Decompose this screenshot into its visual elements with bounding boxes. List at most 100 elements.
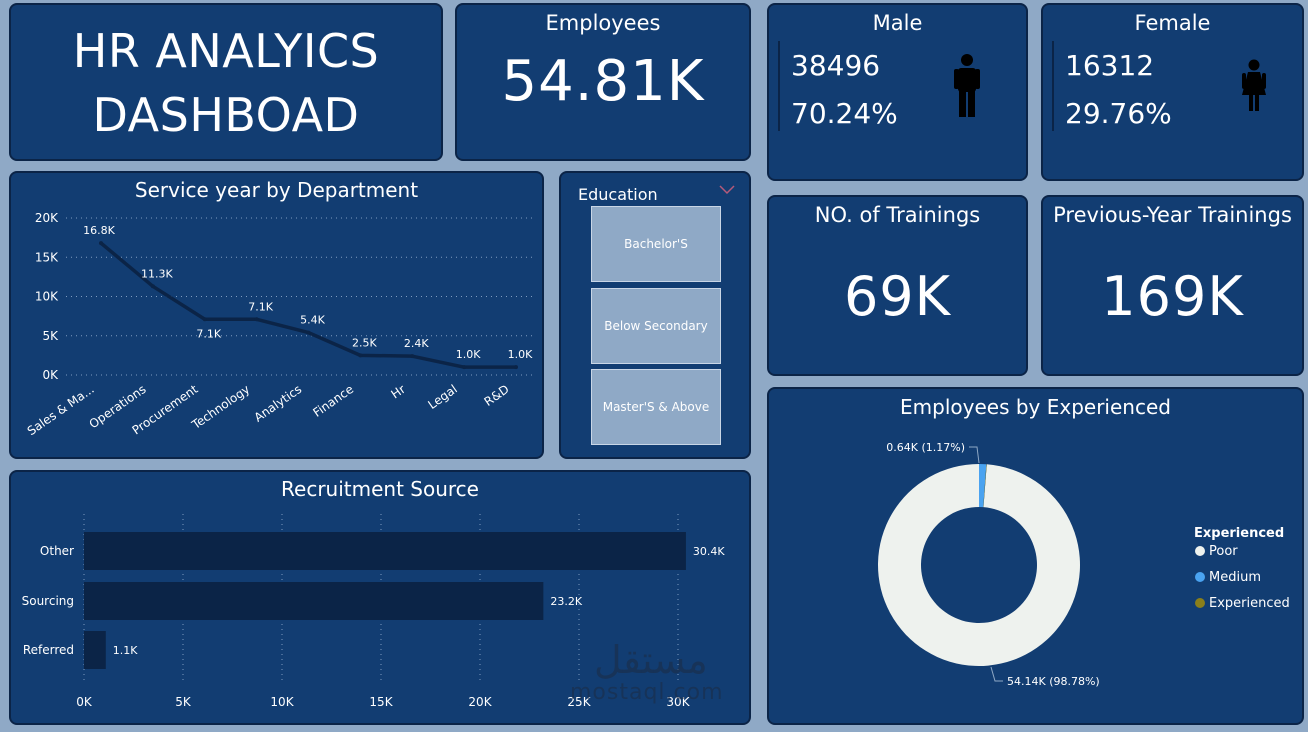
education-slicer-card[interactable]: Education Bachelor'S Below Secondary Mas… [559,171,751,459]
data-point [306,330,311,335]
y-tick-label: 15K [35,250,59,264]
female-person-icon [1242,59,1266,111]
bar [84,631,106,669]
data-label: 30.4K [693,545,725,558]
education-option-masters-above[interactable]: Master'S & Above [591,369,721,445]
recruitment-source-chart-card[interactable]: Recruitment Source 0K 5K 10K 15K 20K 25K 30K Ot… [9,470,751,725]
data-label: 2.4K [404,337,429,350]
data-point [410,354,415,359]
series-line [99,241,516,369]
data-label: 2.5K [352,336,377,349]
donut-slice-experienced [983,464,987,508]
dashboard-title-line2: DASHBOAD [92,88,360,142]
data-label: 16.8K [83,224,115,237]
employees-card[interactable]: Employees 54.81K [455,3,751,161]
data-label: 23.2K [550,595,582,608]
bar [84,532,686,570]
male-person-icon [954,54,980,117]
data-label: 7.1K [196,327,221,340]
data-point [99,241,103,246]
legend-marker-medium [1195,572,1205,582]
experience-donut-chart: 0.64K (1.17%) 54.14K (98.78%) Experienced P… [878,441,1290,688]
data-point [462,365,467,370]
x-tick-label: 15K [369,695,393,709]
x-tick-label: Legal [425,382,459,412]
title-card: HR ANALYICS DASHBOAD [9,3,443,161]
x-tick-label: 30K [666,695,690,709]
male-label: Male [872,11,923,35]
male-count: 38496 [791,49,881,82]
service-year-chart-card[interactable]: Service year by Department 0K 5K 10K 15K 20K… [9,171,544,459]
x-tick-label: 5K [175,695,192,709]
x-tick-label: 25K [567,695,591,709]
male-percent: 70.24% [791,97,898,130]
education-option-bachelors[interactable]: Bachelor'S [591,206,721,282]
trainings-value: 69K [843,265,952,328]
education-slicer-label: Education [578,185,658,204]
x-tick-label: 20K [468,695,492,709]
watermark-latin: mostaql.com [570,680,724,705]
legend-marker-experienced [1195,598,1205,608]
donut-slice-medium [979,464,987,508]
bar [84,582,544,620]
data-point [150,284,155,289]
x-tick-label: R&D [482,382,512,409]
female-count: 16312 [1065,49,1155,82]
data-point [202,317,207,322]
data-label: 5.4K [300,314,325,327]
experience-donut-title: Employees by Experienced [900,395,1171,419]
employees-label: Employees [545,11,661,35]
service-year-line-chart: 0K 5K 10K 15K 20K 16.8K 11.3K 7.1K 7.1K 5.4K 2.5K 2… [25,211,536,438]
previous-year-trainings-label: Previous-Year Trainings [1053,203,1292,227]
male-card[interactable]: Male 38496 70.24% [767,3,1028,181]
education-option-below-secondary[interactable]: Below Secondary [591,288,721,364]
data-label: 1.0K [456,348,481,361]
service-year-chart-title: Service year by Department [134,178,419,202]
leader-line [969,446,980,464]
data-label: 7.1K [248,300,273,313]
recruitment-source-chart-title: Recruitment Source [281,477,479,501]
female-card[interactable]: Female 16312 29.76% [1041,3,1304,181]
y-tick-label: 0K [42,368,59,382]
x-tick-label: 0K [76,695,93,709]
chevron-down-icon[interactable] [719,185,735,195]
watermark: مستقل mostaql.com [570,640,724,705]
legend-item-poor: Poor [1209,544,1238,559]
watermark-arabic: مستقل [594,638,708,682]
category-label: Other [40,544,74,558]
legend-marker-poor [1195,546,1205,556]
previous-year-trainings-value: 169K [1101,265,1244,328]
data-label: 1.0K [508,348,533,361]
previous-year-trainings-card[interactable]: Previous-Year Trainings 169K [1041,195,1304,376]
x-tick-label: Hr [388,382,408,402]
dashboard-title-line1: HR ANALYICS [72,24,380,78]
data-point [514,365,518,370]
y-tick-label: 10K [35,290,59,304]
x-tick-label: 10K [270,695,294,709]
data-label: 54.14K (98.78%) [1007,675,1100,688]
data-point [254,317,259,322]
x-tick-label: Sales & Ma... [25,382,97,438]
y-tick-label: 20K [35,211,59,225]
leader-line [990,666,1003,682]
x-tick-label: Finance [310,382,356,420]
legend-item-experienced: Experienced [1209,596,1290,611]
experience-donut-card[interactable]: Employees by Experienced 0.64K (1.17%) 54… [767,387,1304,725]
female-label: Female [1134,11,1211,35]
donut-slice-poor [878,464,1080,666]
trainings-label: NO. of Trainings [814,203,981,227]
female-divider [1052,41,1054,131]
employees-value: 54.81K [501,49,705,114]
category-label: Sourcing [22,594,74,608]
category-label: Referred [23,643,74,657]
x-tick-label: Analytics [252,382,305,425]
y-tick-label: 5K [42,329,59,343]
legend-item-medium: Medium [1209,570,1261,585]
trainings-card[interactable]: NO. of Trainings 69K [767,195,1028,376]
data-point [358,353,363,358]
data-label: 1.1K [113,644,138,657]
x-tick-label: Technology [188,382,252,433]
female-percent: 29.76% [1065,97,1172,130]
legend-title: Experienced [1194,526,1284,541]
male-divider [778,41,780,131]
